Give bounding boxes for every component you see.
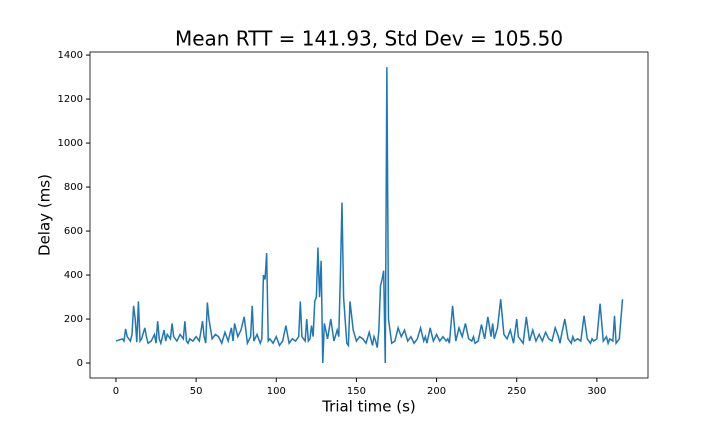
- x-tick-label: 150: [347, 386, 366, 397]
- y-tick-label: 0: [77, 358, 83, 369]
- y-tick-label: 1400: [58, 50, 83, 61]
- chart-title: Mean RTT = 141.93, Std Dev = 105.50: [175, 27, 563, 51]
- x-tick-label: 50: [190, 386, 203, 397]
- y-axis-label: Delay (ms): [36, 174, 54, 256]
- plot-frame: [89, 51, 649, 379]
- y-tick-label: 800: [64, 182, 83, 193]
- data-line: [115, 67, 624, 364]
- x-tick-label: 0: [113, 386, 119, 397]
- y-tick-label: 1200: [58, 94, 83, 105]
- x-axis-label: Trial time (s): [321, 398, 416, 416]
- x-tick-label: 300: [587, 386, 606, 397]
- x-tick-label: 200: [427, 386, 446, 397]
- x-tick-label: 250: [507, 386, 526, 397]
- y-tick-label: 200: [64, 314, 83, 325]
- y-tick-label: 400: [64, 270, 83, 281]
- y-tick-label: 600: [64, 226, 83, 237]
- y-tick-label: 1000: [58, 138, 83, 149]
- x-tick-label: 100: [267, 386, 286, 397]
